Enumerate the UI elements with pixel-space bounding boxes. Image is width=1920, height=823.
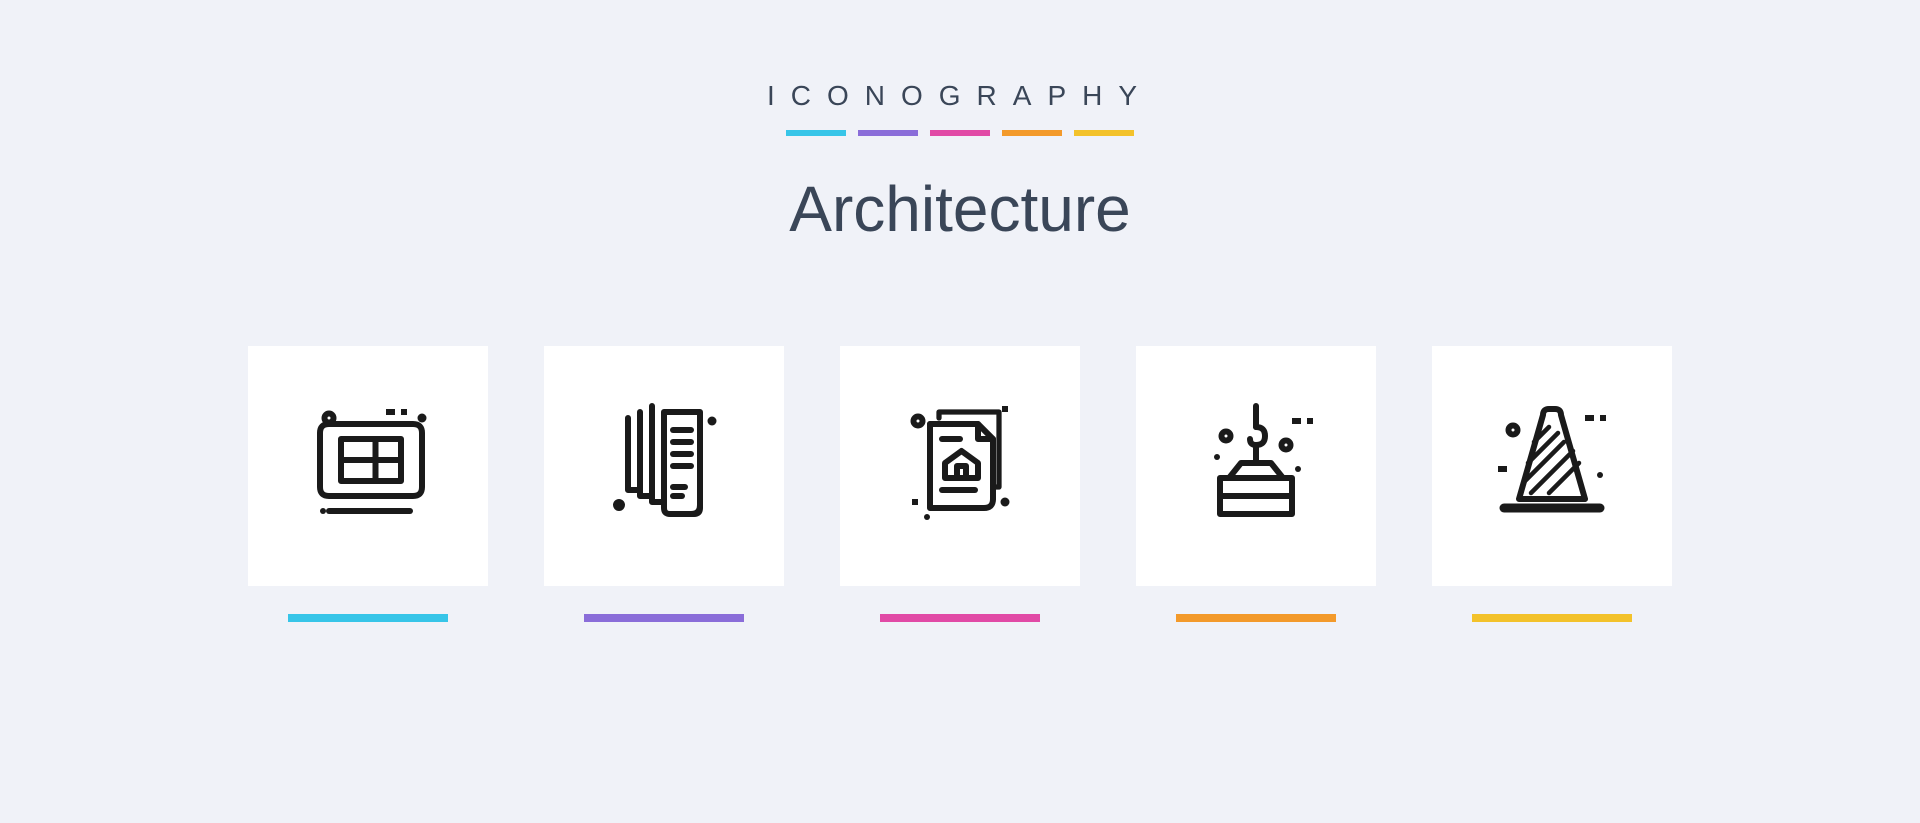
header-bar-yellow xyxy=(1074,130,1134,136)
icons-row xyxy=(248,346,1672,622)
icon-underline xyxy=(1472,614,1632,622)
icon-underline xyxy=(288,614,448,622)
traffic-cone-icon xyxy=(1477,391,1627,541)
icon-card-crane-hook xyxy=(1136,346,1376,622)
icon-box xyxy=(1136,346,1376,586)
icon-card-documents xyxy=(544,346,784,622)
header-bar-orange xyxy=(1002,130,1062,136)
icon-underline xyxy=(880,614,1040,622)
icon-underline xyxy=(584,614,744,622)
icon-card-traffic-cone xyxy=(1432,346,1672,622)
documents-icon xyxy=(589,391,739,541)
crane-hook-icon xyxy=(1181,391,1331,541)
house-document-icon xyxy=(885,391,1035,541)
icon-underline xyxy=(1176,614,1336,622)
header-bar-purple xyxy=(858,130,918,136)
blueprint-icon xyxy=(293,391,443,541)
icon-box xyxy=(840,346,1080,586)
icon-box xyxy=(1432,346,1672,586)
header-bar-pink xyxy=(930,130,990,136)
icon-box xyxy=(544,346,784,586)
page-title: Architecture xyxy=(767,172,1153,246)
header-color-bars xyxy=(767,130,1153,136)
icon-card-house-document xyxy=(840,346,1080,622)
header-section: ICONOGRAPHY Architecture xyxy=(767,80,1153,246)
brand-label: ICONOGRAPHY xyxy=(767,80,1153,112)
icon-card-blueprint xyxy=(248,346,488,622)
icon-box xyxy=(248,346,488,586)
header-bar-blue xyxy=(786,130,846,136)
